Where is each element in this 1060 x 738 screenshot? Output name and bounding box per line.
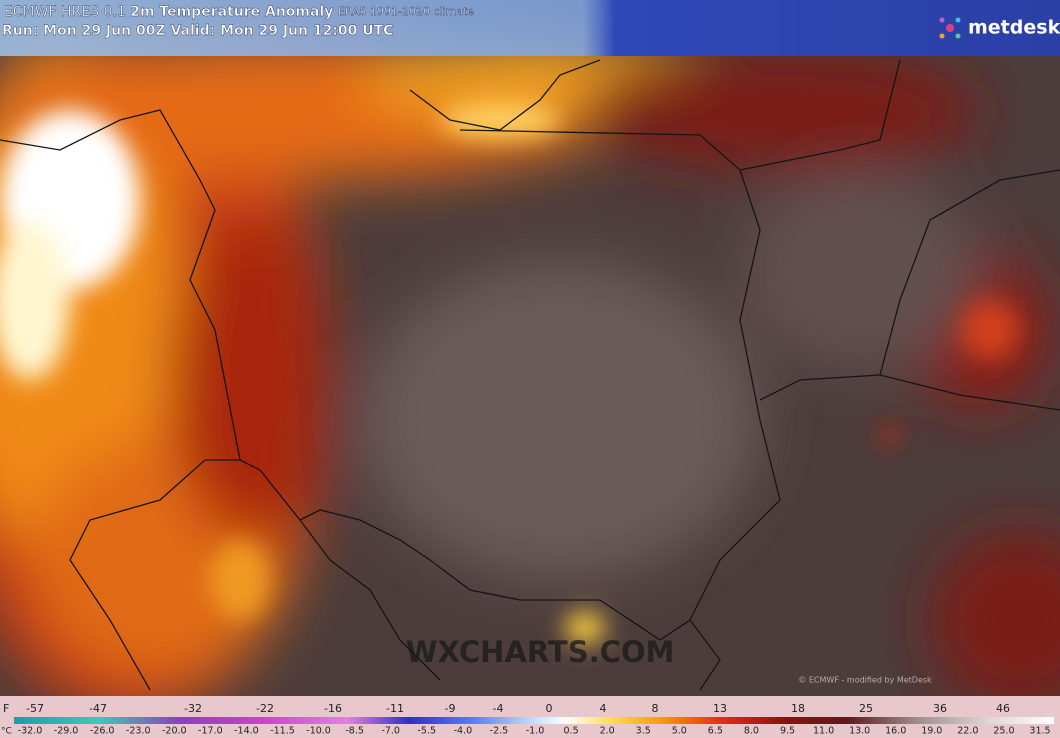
c-label: -8.5 (345, 726, 364, 737)
run-info: Run: Mon 29 Jun 00Z Valid: Mon 29 Jun 12… (2, 23, 393, 39)
c-label: -5.5 (418, 726, 437, 737)
header-title: ECMWF HRES 0.1 2m Temperature Anomaly ER… (4, 4, 474, 20)
f-unit: F (3, 702, 9, 715)
c-label: -26.0 (90, 726, 115, 737)
country-borders (0, 59, 1060, 691)
c-label: 31.5 (1029, 726, 1050, 737)
f-label: -32 (184, 702, 202, 715)
f-label: -47 (89, 702, 107, 715)
c-label: -2.5 (490, 726, 509, 737)
f-label: -16 (324, 702, 342, 715)
model-name: ECMWF HRES 0.1 (4, 4, 126, 20)
f-label: 4 (600, 702, 607, 715)
header: ECMWF HRES 0.1 2m Temperature Anomaly ER… (0, 0, 1060, 56)
f-label: -4 (493, 702, 504, 715)
f-label: 13 (713, 702, 727, 715)
c-label: -14.0 (234, 726, 259, 737)
c-label: -32.0 (18, 726, 43, 737)
f-label: -9 (445, 702, 456, 715)
c-label: -4.0 (454, 726, 473, 737)
anomaly-field: WXCHARTS.COM © ECMWF - modified by MetDe… (0, 0, 1060, 696)
c-label: 2.0 (600, 726, 615, 737)
c-label: 3.5 (636, 726, 651, 737)
legend: F °C -57 -47 -32 -22 -16 -11 -9 -4 0 4 8 13 18 25 36 46… (0, 696, 1060, 738)
f-label: 8 (652, 702, 659, 715)
c-label: 19.0 (921, 726, 942, 737)
c-label: 8.0 (744, 726, 759, 737)
c-label: 25.0 (993, 726, 1014, 737)
color-bar (14, 717, 1054, 724)
c-label: 0.5 (564, 726, 579, 737)
c-label: 11.0 (813, 726, 834, 737)
c-label: 6.5 (708, 726, 723, 737)
c-label: 5.0 (672, 726, 687, 737)
c-label: -20.0 (162, 726, 187, 737)
header-band (0, 0, 1060, 56)
f-label: 46 (996, 702, 1010, 715)
credit: © ECMWF - modified by MetDesk (798, 676, 932, 685)
f-label: 36 (933, 702, 947, 715)
watermark: WXCHARTS.COM (406, 635, 675, 669)
c-label: -11.5 (270, 726, 295, 737)
f-label: -57 (26, 702, 44, 715)
c-label: 9.5 (780, 726, 795, 737)
c-label: -7.0 (381, 726, 400, 737)
logo: metdesk (939, 17, 1060, 39)
c-label: -10.0 (306, 726, 331, 737)
f-label: -22 (256, 702, 274, 715)
f-label: -11 (386, 702, 404, 715)
c-label: -29.0 (54, 726, 79, 737)
climate: ERA5 1991-2020 climate (338, 5, 475, 18)
c-label: -23.0 (126, 726, 151, 737)
c-label: 16.0 (885, 726, 906, 737)
c-label: 13.0 (849, 726, 870, 737)
f-label: 25 (859, 702, 873, 715)
c-label: -17.0 (198, 726, 223, 737)
c-label: 22.0 (957, 726, 978, 737)
field-title: 2m Temperature Anomaly (130, 4, 333, 20)
c-label: -1.0 (526, 726, 545, 737)
f-label: 0 (546, 702, 553, 715)
c-unit: °C (1, 727, 12, 737)
logo-text: metdesk (968, 17, 1060, 39)
f-label: 18 (791, 702, 805, 715)
